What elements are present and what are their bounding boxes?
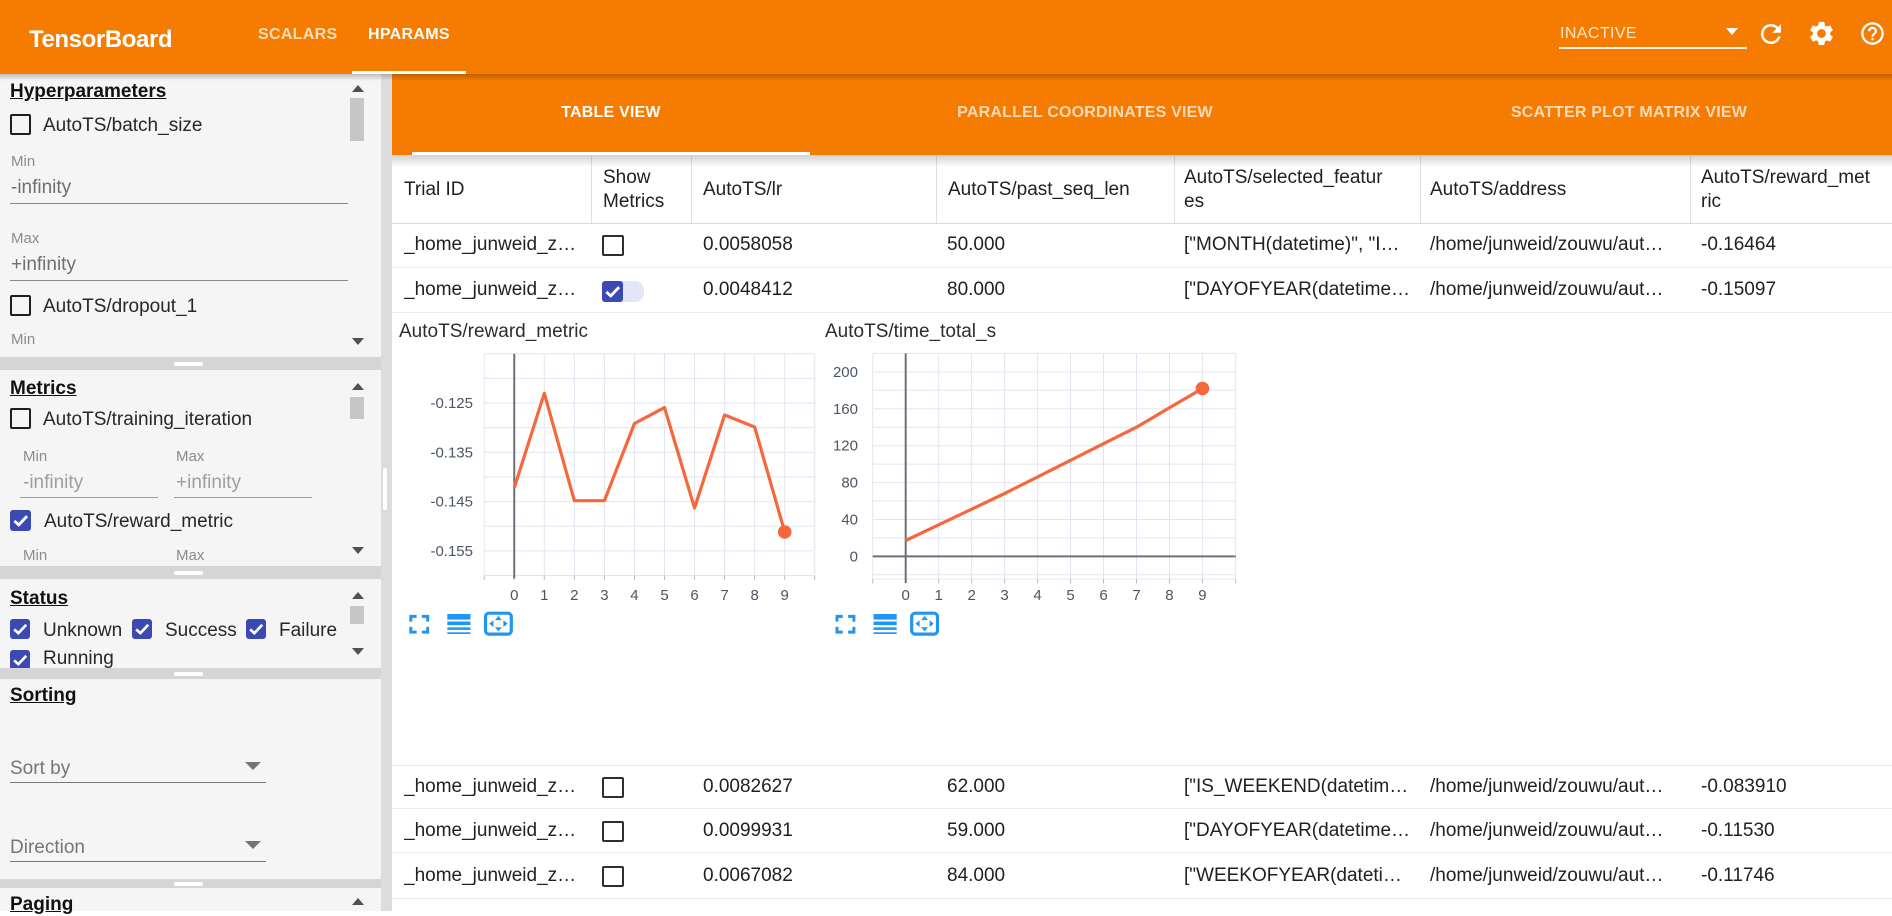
svg-text:4: 4 — [1033, 587, 1041, 604]
svg-text:5: 5 — [1066, 587, 1074, 604]
svg-text:0: 0 — [850, 548, 858, 565]
svg-text:2: 2 — [570, 587, 578, 604]
svg-text:1: 1 — [935, 587, 943, 604]
svg-text:0: 0 — [510, 587, 518, 604]
svg-text:5: 5 — [660, 587, 668, 604]
svg-text:-0.155: -0.155 — [430, 543, 473, 560]
svg-text:3: 3 — [1000, 587, 1008, 604]
svg-text:3: 3 — [600, 587, 608, 604]
svg-text:120: 120 — [833, 438, 858, 455]
svg-text:200: 200 — [833, 364, 858, 381]
svg-text:160: 160 — [833, 401, 858, 418]
svg-text:1: 1 — [540, 587, 548, 604]
svg-text:9: 9 — [1198, 587, 1206, 604]
svg-text:6: 6 — [1099, 587, 1107, 604]
svg-text:40: 40 — [841, 511, 858, 528]
svg-text:9: 9 — [781, 587, 789, 604]
svg-text:8: 8 — [1165, 587, 1173, 604]
svg-text:-0.135: -0.135 — [430, 444, 473, 461]
svg-text:-0.145: -0.145 — [430, 494, 473, 511]
svg-text:-0.125: -0.125 — [430, 395, 473, 412]
svg-text:7: 7 — [1132, 587, 1140, 604]
svg-text:8: 8 — [750, 587, 758, 604]
svg-text:0: 0 — [902, 587, 910, 604]
svg-text:6: 6 — [690, 587, 698, 604]
svg-text:7: 7 — [720, 587, 728, 604]
svg-text:2: 2 — [967, 587, 975, 604]
svg-text:4: 4 — [630, 587, 638, 604]
svg-text:80: 80 — [841, 475, 858, 492]
